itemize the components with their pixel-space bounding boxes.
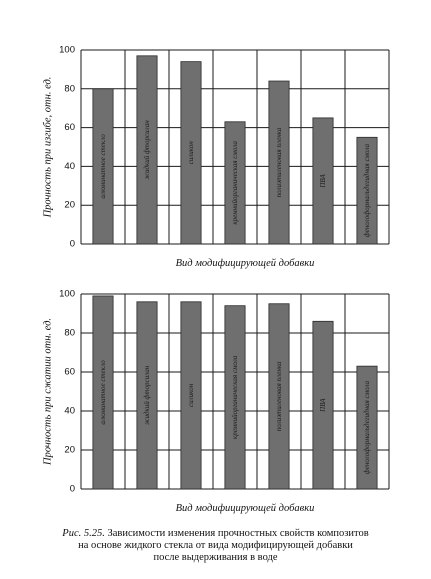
bar-category-label: фенолоформальдегидная смола (363, 380, 371, 474)
y-tick-label: 20 (64, 200, 75, 211)
caption-line-3: после выдерживания в воде (153, 552, 278, 563)
bar (92, 88, 114, 245)
x-axis-label: Вид модифицирующей добавки (176, 503, 315, 514)
y-tick-label: 0 (70, 239, 75, 250)
bar-category-label: кремнийорганическая смола (231, 141, 239, 225)
bar (312, 320, 334, 490)
figure-caption: Рис. 5.25. Зависимости изменения прочнос… (20, 528, 411, 564)
y-tick-label: 60 (64, 122, 75, 133)
bar-category-label: ПВА (319, 174, 327, 189)
bar-category-label: ПВА (319, 398, 327, 413)
bar (268, 303, 290, 490)
caption-number: Рис. 5.25. (62, 528, 105, 539)
bar (224, 121, 246, 245)
bar (224, 305, 246, 490)
y-tick-label: 20 (64, 445, 75, 456)
x-axis-label: Вид модифицирующей добавки (176, 258, 315, 269)
y-tick-label: 80 (64, 328, 75, 339)
bar-category-label: жидкий фторсилан (143, 120, 151, 180)
bar-category-label: алюминатное стекло (99, 360, 107, 425)
bar-category-label: алюминатное стекло (99, 134, 107, 199)
y-tick-label: 100 (59, 45, 75, 56)
bar-category-label: полиэтиленовая пленка (275, 127, 283, 197)
y-axis-label: Прочность при изгибе, отн. ед. (43, 77, 54, 219)
y-axis-label: Прочность при сжатии отн. ед. (43, 318, 54, 466)
bar-category-label: силикон (187, 141, 195, 165)
chart-compression-strength: алюминатное стекло жидкий фторсилан силико… (43, 289, 390, 514)
y-tick-label: 60 (64, 367, 75, 378)
caption-line-2: на основе жидкого стекла от вида модифиц… (78, 540, 353, 551)
y-tick-label: 100 (59, 289, 75, 300)
y-tick-label: 0 (70, 484, 75, 495)
bar (312, 117, 334, 245)
bar (136, 301, 158, 490)
bar-category-label: фенолоформальдегидная смола (363, 144, 371, 238)
bar-category-label: кремнийорганическая смола (231, 355, 239, 439)
bar (356, 136, 378, 245)
bar-category-label: жидкий фторсилан (143, 365, 151, 425)
y-tick-label: 80 (64, 83, 75, 94)
caption-line-1: Зависимости изменения прочностных свойст… (107, 528, 369, 539)
chart-bending-strength: алюминатное стекло жидкий фторсилан силико… (43, 45, 390, 269)
y-tick-label: 40 (64, 406, 75, 417)
bar-category-label: силикон (187, 383, 195, 407)
bar (180, 61, 202, 245)
bar (180, 301, 202, 490)
y-tick-label: 40 (64, 161, 75, 172)
bar-category-label: полиэтиленовая пленка (275, 361, 283, 431)
bar (268, 80, 290, 245)
bar (356, 365, 378, 490)
bar (136, 55, 158, 245)
bar (92, 295, 114, 490)
